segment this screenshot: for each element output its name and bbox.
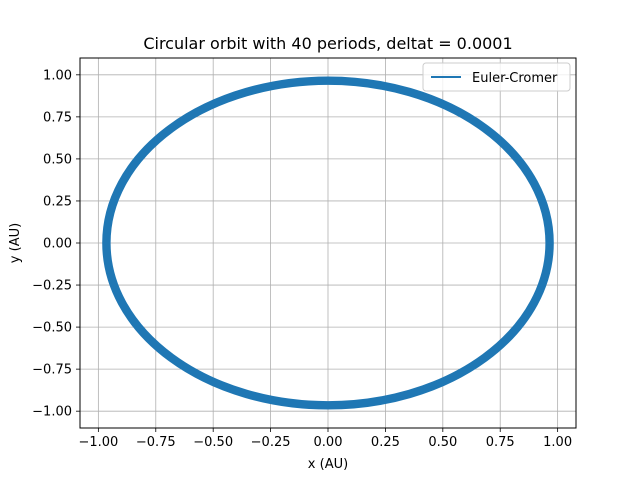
y-tick-label: −1.00	[32, 405, 72, 420]
x-axis-label: x (AU)	[308, 457, 348, 472]
y-tick-label: 0.00	[43, 237, 72, 252]
y-axis: −1.00 −0.75 −0.50 −0.25 0.00 0.25 0.50 0.75 1.00	[32, 68, 80, 420]
grid	[80, 58, 576, 428]
y-tick-label: 1.00	[43, 68, 72, 83]
x-tick-label: 1.00	[543, 435, 572, 450]
y-tick-label: 0.75	[43, 110, 72, 125]
y-tick-label: −0.75	[32, 363, 72, 378]
y-tick-label: −0.25	[32, 279, 72, 294]
x-tick-label: 0.00	[314, 435, 343, 450]
y-tick-label: −0.50	[32, 321, 72, 336]
orbit-trajectory	[102, 76, 554, 410]
series-layer	[102, 76, 554, 410]
x-tick-label: −1.00	[78, 435, 118, 450]
y-tick-label: 0.50	[43, 152, 72, 167]
y-tick-label: 0.25	[43, 194, 72, 209]
legend-label-euler-cromer: Euler-Cromer	[472, 71, 558, 86]
x-tick-label: −0.75	[136, 435, 176, 450]
x-tick-label: 0.75	[486, 435, 515, 450]
x-tick-label: −0.50	[193, 435, 233, 450]
legend-box	[422, 62, 571, 92]
x-axis: −1.00 −0.75 −0.50 −0.25 0.00 0.25 0.50 0.75 1.00	[78, 428, 572, 450]
y-axis-label: y (AU)	[8, 223, 23, 263]
legend: Euler-Cromer	[422, 62, 571, 92]
x-tick-label: 0.50	[428, 435, 457, 450]
chart-title: Circular orbit with 40 periods, deltat =…	[143, 34, 512, 53]
x-tick-label: −0.25	[251, 435, 291, 450]
x-tick-label: 0.25	[371, 435, 400, 450]
